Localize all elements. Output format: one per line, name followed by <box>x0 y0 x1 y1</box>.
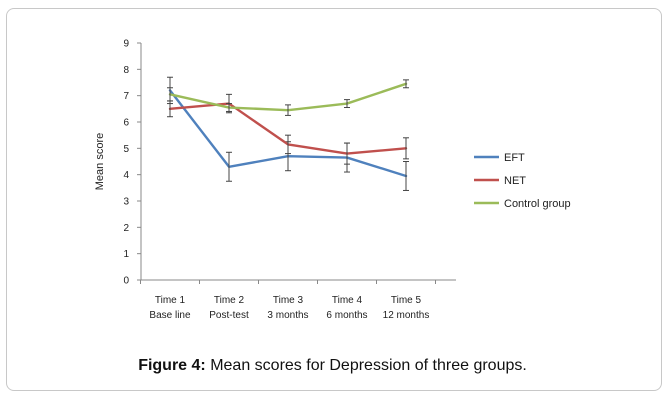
x-tick-label: Time 2 <box>214 295 245 306</box>
y-tick-label: 2 <box>123 223 129 234</box>
caption-label: Figure 4: <box>138 357 206 374</box>
y-axis-title: Mean score <box>94 133 106 190</box>
x-axis: Time 1 Base line Time 2 Post-test Time 3 3 mo… <box>140 279 456 321</box>
y-axis: 0 1 2 3 4 5 6 7 8 9 <box>123 39 142 287</box>
y-tick-label: 6 <box>123 118 129 129</box>
y-tick-label: 1 <box>123 249 129 260</box>
series-control-group <box>167 79 409 116</box>
figure-caption: Figure 4: Mean scores for Depression of … <box>0 357 665 375</box>
y-tick-label: 0 <box>123 276 129 287</box>
y-tick-label: 5 <box>123 144 129 155</box>
x-tick-sublabel: 12 months <box>383 310 430 321</box>
x-tick-sublabel: 6 months <box>326 310 367 321</box>
x-tick-label: Time 4 <box>332 295 363 306</box>
series-layer <box>167 76 409 191</box>
x-tick-sublabel: Base line <box>149 310 191 321</box>
y-tick-label: 8 <box>123 65 129 76</box>
x-tick-sublabel: Post-test <box>209 310 249 321</box>
legend-label-control-group: Control group <box>504 198 571 210</box>
line-chart: 0 1 2 3 4 5 6 7 8 9 Time 1 Base line Time 2 Post-tes… <box>94 39 571 322</box>
x-tick-sublabel: 3 months <box>267 310 308 321</box>
y-tick-label: 3 <box>123 197 129 208</box>
x-tick-label: Time 3 <box>273 295 304 306</box>
legend-label-eft: EFT <box>504 152 525 164</box>
caption-text: Mean scores for Depression of three grou… <box>210 357 527 374</box>
x-tick-label: Time 1 <box>155 295 186 306</box>
x-tick-label: Time 5 <box>391 295 422 306</box>
y-tick-label: 7 <box>123 91 129 102</box>
y-tick-label: 9 <box>123 39 129 50</box>
y-tick-label: 4 <box>123 170 129 181</box>
figure-frame <box>6 8 662 391</box>
legend: EFT NET Control group <box>474 152 571 210</box>
legend-label-net: NET <box>504 175 526 187</box>
